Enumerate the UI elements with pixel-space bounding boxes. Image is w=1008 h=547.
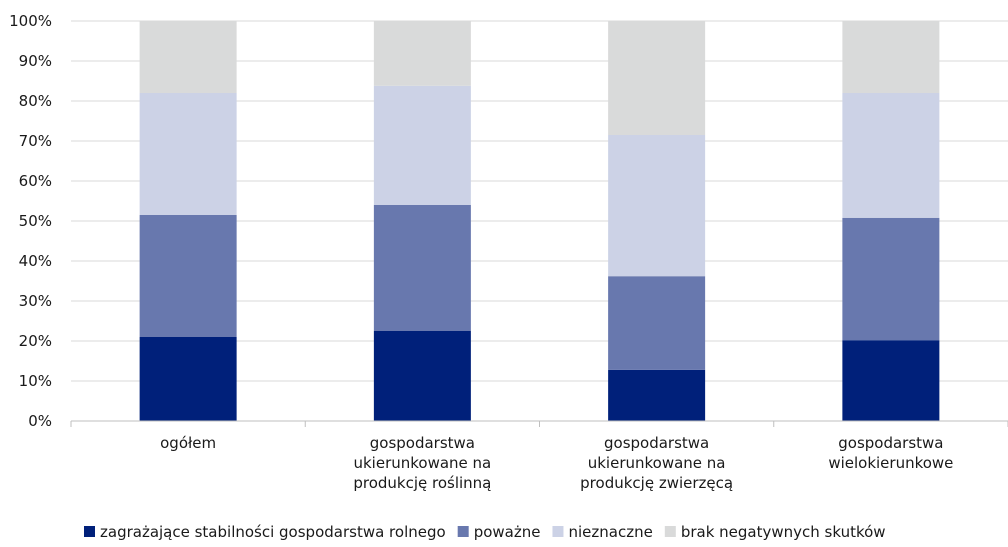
category-label: gospodarstwa ukierunkowane na produkcję zw… [580,434,733,492]
y-tick-label: 40% [19,252,52,270]
bar-segment [139,215,237,337]
legend-label: zagrażające stabilności gospodarstwa rol… [100,523,446,541]
legend-swatch [664,526,676,537]
bar-segment [373,85,471,205]
category-label: gospodarstwa wielokierunkowe [828,434,953,472]
y-tick-label: 70% [19,132,52,150]
bar-segment [842,217,940,341]
legend: zagrażające stabilności gospodarstwa rol… [84,523,886,541]
legend-label: nieznaczne [568,523,652,541]
bar-segment [842,93,940,218]
category-labels: ogółem gospodarstwa ukierunkowane na produk… [160,434,953,492]
y-tick-label: 30% [19,292,52,310]
legend-swatch [84,526,95,537]
y-tick-label: 20% [19,332,52,350]
y-axis-ticks: 0% 10% 20% 30% 40% 50% 60% 70% 80% 90% 100% [9,12,52,430]
bar-segment [608,369,706,421]
category-label: gospodarstwa ukierunkowane na produkcję ro… [353,434,491,492]
legend-swatch [457,526,469,537]
bar-segment [842,21,940,93]
bar-segment [373,331,471,421]
legend-label: brak negatywnych skutków [681,523,886,541]
x-axis [70,420,1008,427]
y-tick-label: 50% [19,212,52,230]
category-label: ogółem [160,434,216,452]
bar-segment [608,135,706,277]
y-tick-label: 90% [19,52,52,70]
bar-segment [608,21,706,135]
y-tick-label: 10% [19,372,52,390]
bar-segment [139,337,237,421]
y-tick-label: 60% [19,172,52,190]
bar-segment [139,21,237,93]
y-tick-label: 80% [19,92,52,110]
bar-segment [373,205,471,331]
bar-segment [373,21,471,86]
y-tick-label: 100% [9,12,52,30]
legend-swatch [552,526,564,537]
bar-segment [608,276,706,370]
y-tick-label: 0% [28,412,52,430]
legend-label: poważne [474,523,541,541]
bar-segment [842,340,940,421]
bar-segment [139,93,237,215]
bars [139,21,940,421]
